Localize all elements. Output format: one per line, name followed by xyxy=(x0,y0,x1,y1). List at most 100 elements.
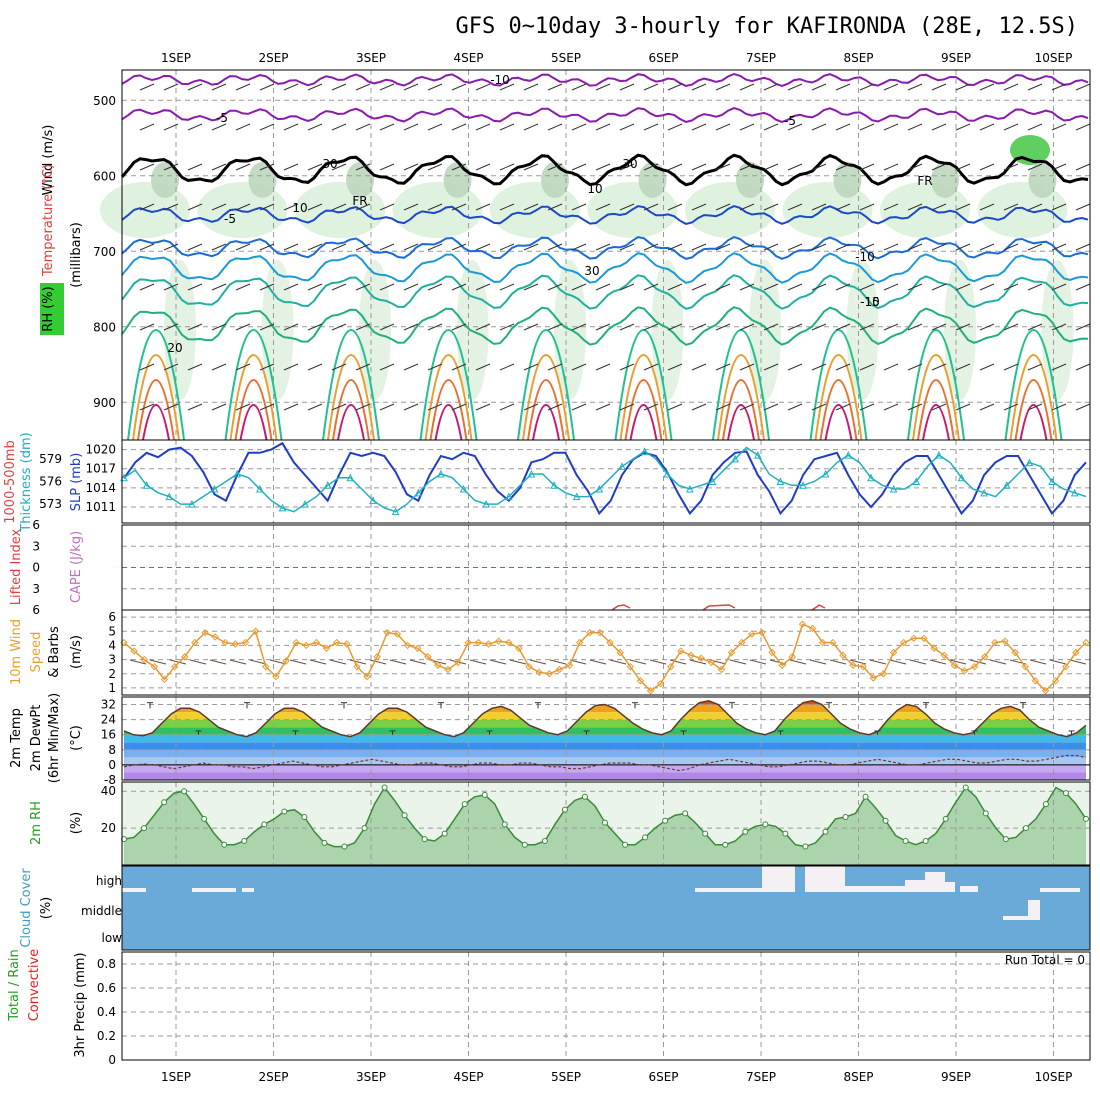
wind-barb xyxy=(619,323,635,331)
wind-speed-marker xyxy=(1051,677,1060,685)
wind-barb xyxy=(451,243,467,251)
wind-barb xyxy=(307,243,323,251)
temp-axis-label-3: (6hr Min/Max) xyxy=(47,693,62,783)
wind-barb xyxy=(643,163,659,171)
rh2m-marker xyxy=(441,830,448,837)
wind-barb xyxy=(1075,123,1091,131)
wind-barb xyxy=(163,83,179,91)
wind-speed-marker xyxy=(170,662,179,671)
wind-barb xyxy=(163,123,179,131)
wind-barb xyxy=(451,163,467,171)
wind-barb xyxy=(715,283,731,291)
cloud-level-label: high xyxy=(96,874,122,888)
wind-speed-marker xyxy=(413,644,422,652)
rh2m-marker xyxy=(161,799,168,806)
rh2m-marker xyxy=(622,841,629,848)
surface-temp-arch xyxy=(819,379,858,441)
wind-barb xyxy=(451,403,467,411)
surface-wind-barb xyxy=(869,659,887,665)
wind-barb xyxy=(643,83,659,91)
wind-barb xyxy=(139,123,155,131)
wind-barb xyxy=(979,283,995,291)
wind-barb xyxy=(259,83,275,91)
wind-barb xyxy=(547,203,563,211)
wind-barb xyxy=(475,283,491,291)
wind-barb xyxy=(931,243,947,251)
wind-barb xyxy=(211,163,227,171)
surface-wind-barb xyxy=(129,659,147,665)
wind-barb xyxy=(547,283,563,291)
wind10-axis-label: 10m Wind xyxy=(9,619,24,685)
li-tick: 3 xyxy=(32,582,40,596)
precip-tick: 0.4 xyxy=(97,1005,116,1019)
wind-barb xyxy=(643,283,659,291)
run-total-label: Run Total = 0 xyxy=(1005,953,1085,967)
rh2m-marker xyxy=(1002,836,1009,843)
wind-speed-marker xyxy=(646,687,655,695)
wind-barb xyxy=(1003,283,1019,291)
surface-temp-arch xyxy=(619,354,668,441)
wind-barb xyxy=(859,283,875,291)
rh-blob xyxy=(833,162,862,198)
pressure-tick: 600 xyxy=(93,170,116,184)
rh-blob xyxy=(1028,162,1057,198)
thickness-marker xyxy=(414,488,423,497)
wind-barb xyxy=(403,403,419,411)
rh2m-marker xyxy=(982,810,989,817)
wind-barb xyxy=(811,203,827,211)
surface-temp-arch xyxy=(229,354,278,441)
wind-barb xyxy=(1051,283,1067,291)
wind-barb xyxy=(427,403,443,411)
wind-barb xyxy=(211,83,227,91)
wind-speed-marker xyxy=(383,628,391,637)
wind-barb xyxy=(235,163,251,171)
wind-barb xyxy=(1027,83,1043,91)
surface-wind-barb xyxy=(309,659,327,665)
wind-speed-marker xyxy=(262,662,270,671)
wind-barb xyxy=(835,83,851,91)
cape-axis-label: CAPE (J/kg) xyxy=(69,531,84,603)
wind-speed-marker xyxy=(515,644,523,652)
wind-barb xyxy=(451,323,467,331)
rh2m-marker xyxy=(922,838,929,845)
surface-wind-barb xyxy=(569,659,587,665)
wind-speed-marker xyxy=(727,648,736,657)
wind-barb xyxy=(763,203,779,211)
wind-barb xyxy=(499,163,515,171)
temp-band xyxy=(124,734,1086,743)
wind-barb xyxy=(595,243,611,251)
day-label-bottom: 3SEP xyxy=(356,1070,386,1084)
temp-band xyxy=(124,742,1086,750)
wind-barb xyxy=(1027,403,1043,411)
wind-tick: 4 xyxy=(108,638,116,652)
wind-barb xyxy=(1075,363,1091,371)
thickness-marker xyxy=(686,484,694,493)
thickness-marker xyxy=(980,488,988,497)
wind-barb xyxy=(739,243,755,251)
wind-barb xyxy=(403,203,419,211)
wind-speed-marker xyxy=(353,662,361,671)
wind-barb xyxy=(307,123,323,131)
wind-barb xyxy=(787,83,803,91)
thickness-marker xyxy=(844,450,853,459)
temp-axis-label-2: 2m DewPt xyxy=(29,705,44,772)
wind-speed-marker xyxy=(535,668,543,677)
wind-barb xyxy=(1027,363,1043,371)
surface-wind-barb xyxy=(749,659,767,665)
wind-barb xyxy=(1051,403,1067,411)
wind-barb xyxy=(763,163,779,171)
surface-wind-barb xyxy=(369,659,387,665)
rh2m-axis-label: 2m RH xyxy=(29,801,44,845)
wind-barb xyxy=(907,243,923,251)
wind-speed-marker xyxy=(849,661,857,669)
wind-barb xyxy=(1051,243,1067,251)
wind-barb xyxy=(907,83,923,91)
wind-speed-marker xyxy=(251,627,260,635)
temp-contour-15 xyxy=(121,274,1089,310)
wind-barb xyxy=(1027,323,1043,331)
wind-barb xyxy=(523,323,539,331)
wind-tick: 1 xyxy=(108,681,116,695)
wind-speed-marker xyxy=(1031,677,1040,685)
wind-barb xyxy=(331,83,347,91)
rh2m-marker xyxy=(962,784,969,791)
